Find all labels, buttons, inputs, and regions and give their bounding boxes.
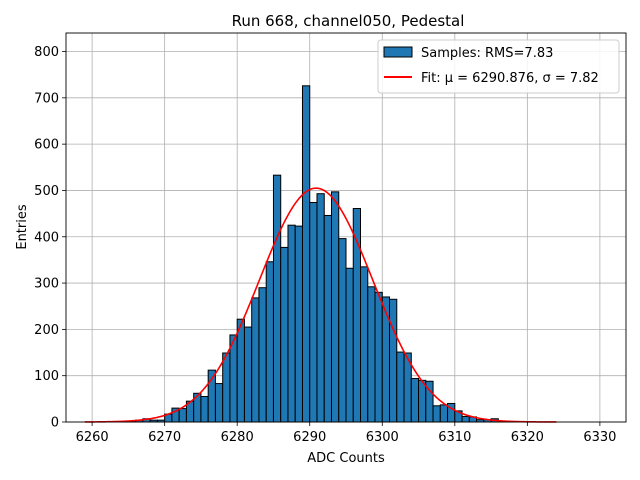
chart-title: Run 668, channel050, Pedestal: [232, 12, 465, 30]
histogram-bar: [294, 225, 303, 423]
y-tick-label: 200: [34, 323, 59, 338]
x-tick-label: 6290: [293, 430, 326, 445]
histogram-bar: [410, 377, 420, 423]
histogram-bar: [389, 298, 398, 423]
histogram-bar: [439, 404, 449, 423]
histogram-bar: [381, 296, 391, 423]
x-tick-label: 6280: [221, 430, 254, 445]
histogram-bar: [258, 287, 267, 423]
histogram-bar: [316, 193, 325, 423]
x-tick-label: 6260: [76, 430, 109, 445]
x-tick-label: 6330: [583, 430, 616, 445]
histogram-bar: [309, 201, 318, 423]
y-tick-label: 700: [34, 91, 59, 106]
y-tick-label: 0: [51, 416, 59, 431]
y-tick-label: 300: [34, 277, 59, 292]
y-tick-label: 400: [34, 230, 59, 245]
y-axis-title: Entries: [15, 204, 30, 250]
fit-curve-group: [84, 187, 557, 423]
histogram-bar: [236, 318, 245, 423]
histogram-bar: [178, 408, 187, 423]
histogram-bar: [360, 266, 369, 423]
x-axis-ticks: 6260 6270 6280 6290 6300 6310 6320 6330: [76, 422, 616, 445]
legend-label-fit: Fit: μ = 6290.876, σ = 7.82: [421, 71, 599, 86]
histogram-bar: [323, 214, 332, 423]
gaussian-fit-line: [84, 187, 557, 423]
x-tick-label: 6310: [438, 430, 471, 445]
histogram-bar: [287, 224, 296, 423]
x-tick-label: 6320: [511, 430, 544, 445]
histogram-bar: [396, 351, 405, 423]
histogram-bar: [374, 291, 383, 423]
legend-label-samples: Samples: RMS=7.83: [421, 46, 553, 61]
histogram-bar: [243, 326, 253, 423]
histogram-bar: [200, 396, 209, 423]
histogram-bar: [280, 246, 289, 423]
plot-frame: [65, 32, 627, 423]
histogram-bar: [301, 85, 311, 423]
histogram-bar: [432, 405, 441, 423]
histogram-bar: [229, 334, 238, 423]
histogram-bar: [345, 267, 354, 423]
x-axis-title: ADC Counts: [307, 451, 385, 466]
histogram-bar: [338, 238, 347, 423]
histogram-bars: [120, 85, 514, 423]
x-tick-label: 6300: [366, 430, 399, 445]
histogram-bar: [461, 415, 470, 423]
histogram-bar: [214, 383, 224, 423]
y-tick-label: 800: [34, 45, 59, 60]
histogram-bar: [367, 286, 376, 423]
y-tick-label: 500: [34, 184, 59, 199]
histogram-bar: [418, 379, 427, 423]
legend-swatch-samples: [383, 46, 413, 58]
histogram-bar: [251, 297, 260, 423]
y-axis-ticks: 0 100 200 300 400 500 600 700 800: [34, 45, 66, 431]
histogram-bar: [272, 174, 282, 423]
y-tick-label: 600: [34, 138, 59, 153]
x-tick-label: 6270: [148, 430, 181, 445]
y-tick-label: 100: [34, 369, 59, 384]
histogram-bar: [222, 352, 231, 423]
legend-box: [377, 39, 620, 94]
histogram-bar: [330, 191, 340, 423]
histogram-bar: [265, 261, 274, 423]
legend: Samples: RMS=7.83 Fit: μ = 6290.876, σ =…: [377, 39, 620, 94]
